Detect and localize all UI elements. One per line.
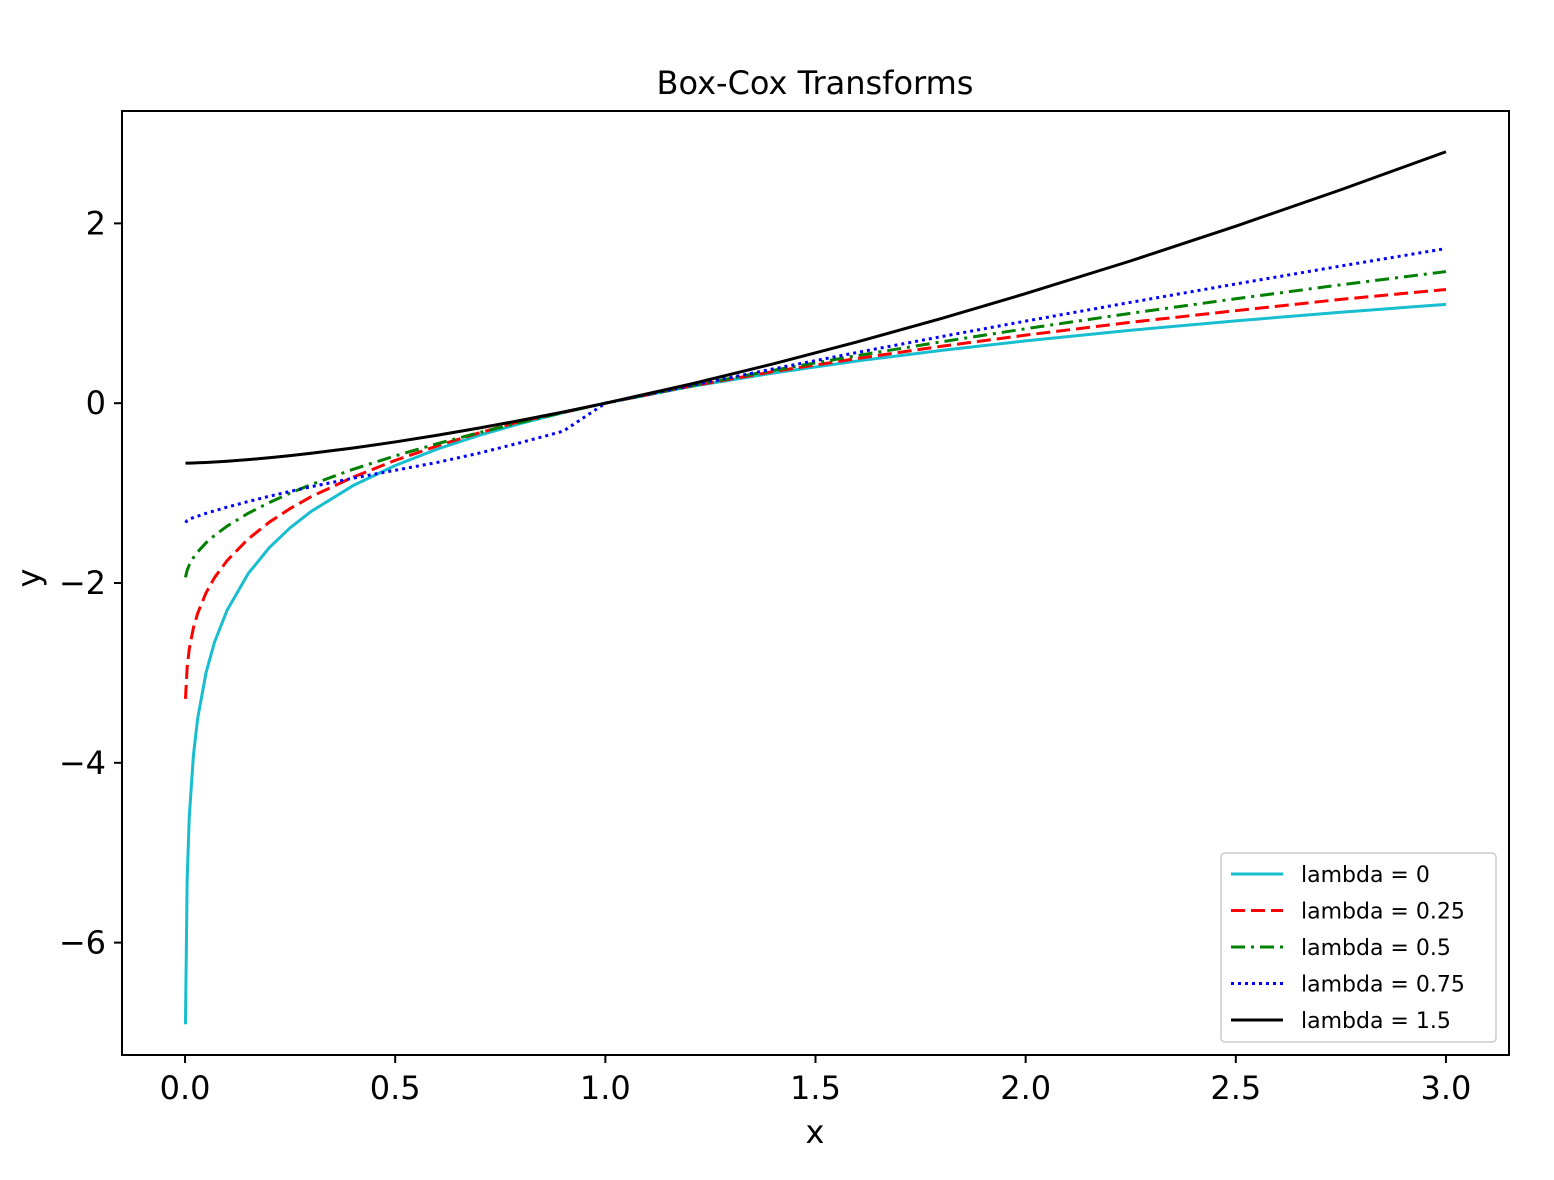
legend: lambda = 0 lambda = 0.25 lambda = 0.5 lambd… [1220,852,1497,1043]
x-tick-label: 1.5 [790,1069,841,1107]
y-tick-label: −4 [59,744,106,782]
y-tick-label: 0 [86,384,106,422]
x-tick-label: 1.0 [580,1069,631,1107]
x-tick-label: 2.0 [1000,1069,1051,1107]
x-tick-label: 0.5 [370,1069,421,1107]
chart-title: Box-Cox Transforms [657,64,974,102]
y-axis: −6 −4 −2 0 2 [59,204,122,962]
legend-box [1220,852,1497,1043]
legend-label: lambda = 0.75 [1301,973,1465,998]
series-line-3 [184,247,1447,524]
legend-label: lambda = 0 [1301,863,1430,888]
legend-label: lambda = 1.5 [1301,1009,1451,1034]
y-tick-label: −2 [59,564,106,602]
x-tick-label: 3.0 [1421,1069,1472,1107]
y-tick-label: 2 [86,204,106,242]
series-line-1 [183,287,1447,699]
legend-label: lambda = 0.5 [1301,936,1451,961]
y-tick-label: −6 [59,924,106,962]
series-line-2 [184,270,1447,578]
y-axis-label: y [10,569,48,588]
x-axis-label: x [806,1113,825,1151]
x-tick-label: 0.0 [160,1069,211,1107]
x-tick-label: 2.5 [1210,1069,1261,1107]
series-line-0 [183,302,1447,1025]
series-layer [183,150,1447,1025]
series-line-4 [185,150,1447,465]
legend-label: lambda = 0.25 [1301,900,1465,925]
x-axis: 0.0 0.5 1.0 1.5 2.0 2.5 3.0 [160,1055,1472,1107]
